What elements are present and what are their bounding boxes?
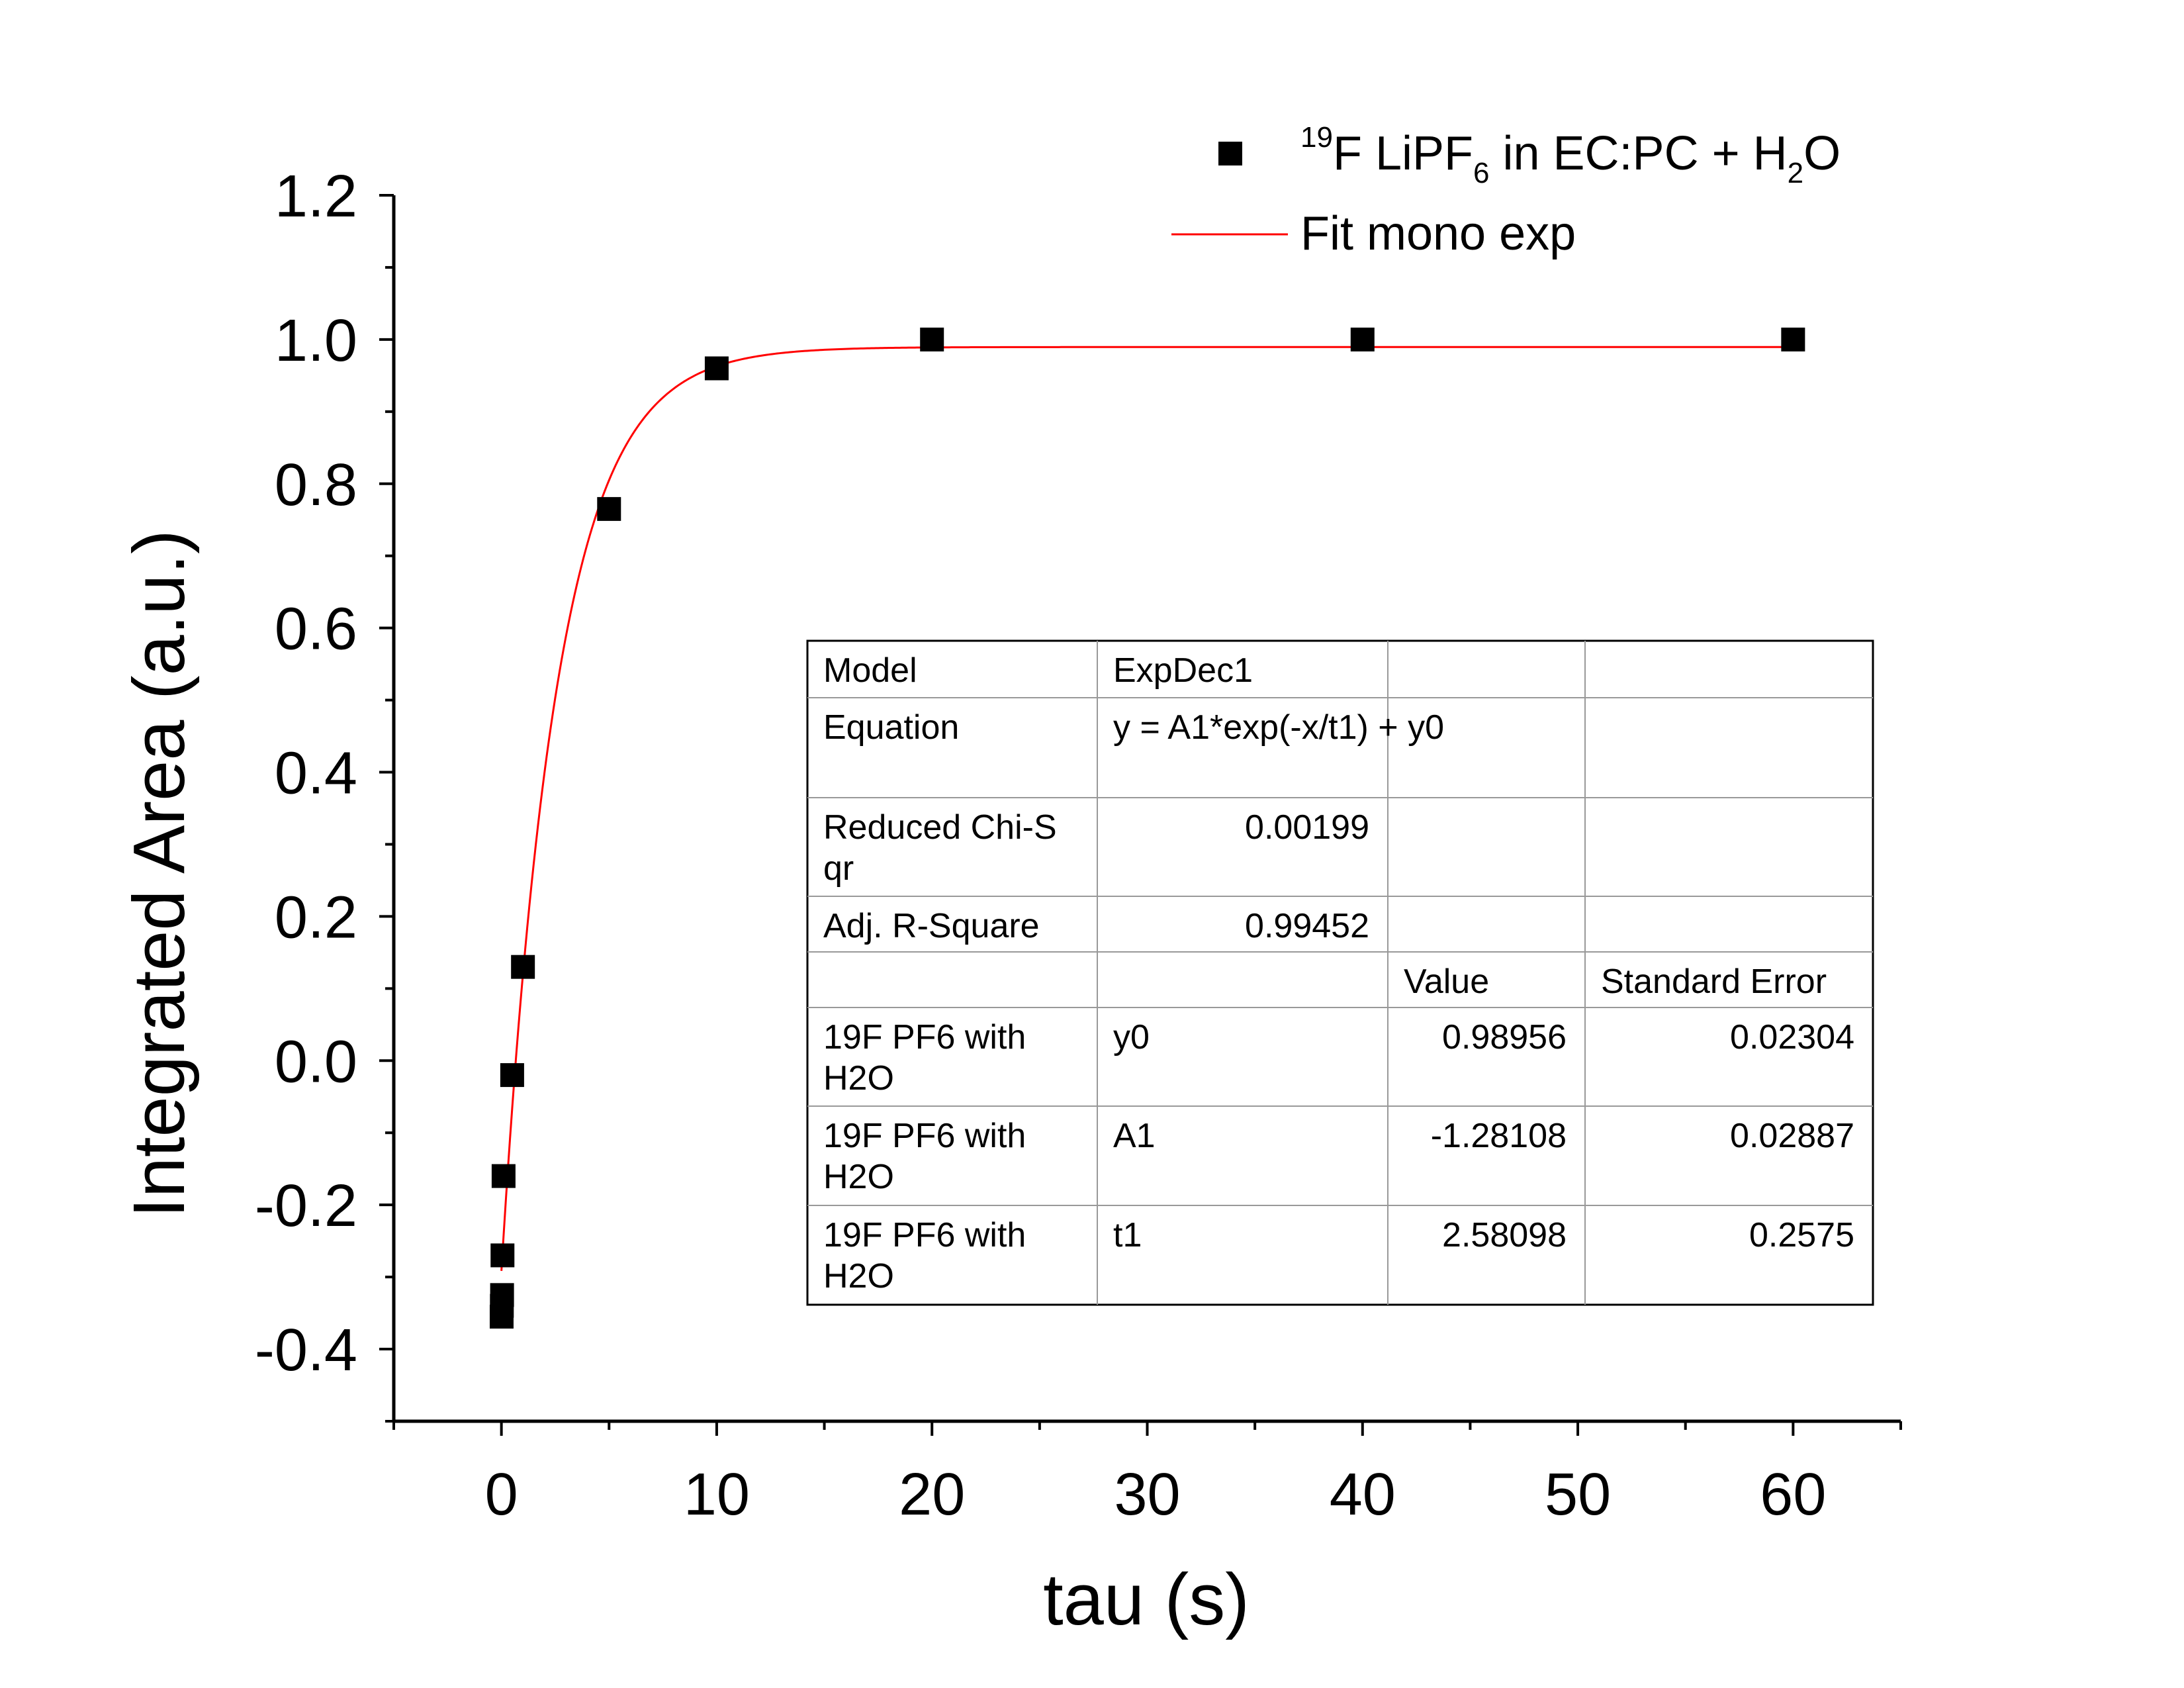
x-tick-label: 50 [1545,1462,1611,1528]
table-cell-label: Model [823,651,917,690]
table-cell-value: ExpDec1 [1113,651,1253,690]
data-point [500,1063,524,1088]
x-tick-label: 40 [1330,1462,1396,1528]
data-point [1350,327,1375,352]
table-cell-std-error: 0.02304 [1730,1018,1854,1056]
table-cell-std-error: 0.02887 [1730,1117,1854,1155]
table-cell-value: y = A1*exp(-x/t1) + y0 [1113,708,1444,747]
table-cell-label: Adj. R-Square [823,907,1040,945]
axes: 0 10 20 30 40 50 60 -0.4 -0.2 0.0 0.2 0.4 0.6 0.8 1.0 1… [255,164,1902,1528]
legend: 19F LiPF6 in EC:PC + H2O Fit mono exp [1171,121,1841,260]
x-tick-label: 10 [684,1462,750,1528]
x-tick-label: 60 [1760,1462,1826,1528]
table-cell-value: 0.99452 [1245,907,1369,945]
table-cell-param-value: Value [1404,962,1489,1001]
y-tick-label: 0.6 [275,596,357,663]
y-tick-label: 0.4 [275,741,357,807]
legend-superscript: 19 [1300,121,1333,154]
data-point [511,955,535,979]
y-tick-label: 0.0 [275,1029,357,1095]
y-tick-label: 0.8 [275,452,357,518]
y-axis-label: Integrated Area (a.u.) [118,530,200,1218]
table-cell-label: 19F PF6 with H2O [823,1018,1036,1098]
table-cell-param-value: 2.58098 [1442,1216,1567,1254]
legend-label-data-series: 19F LiPF6 in EC:PC + H2O [1300,121,1841,189]
y-tick-label: -0.4 [255,1317,357,1383]
data-point [704,356,729,381]
x-tick-label: 30 [1114,1462,1180,1528]
table-cell-value: 0.00199 [1245,808,1369,847]
table-cell-label: Equation [823,708,959,747]
legend-marker-square [1218,142,1242,165]
table-cell-label: 19F PF6 with H2O [823,1216,1036,1295]
table-cell-value: A1 [1113,1117,1156,1155]
y-tick-label: 1.0 [275,308,357,374]
data-point [491,1164,516,1188]
table-cell-value: t1 [1113,1216,1142,1254]
data-point [1781,327,1805,352]
x-tick-label: 0 [485,1462,518,1528]
table-cell-param-value: 0.98956 [1442,1018,1567,1056]
table-cell-param-value: -1.28108 [1431,1117,1567,1155]
table-cell-label: Reduced Chi-S qr [823,808,1057,888]
y-tick-label: -0.2 [255,1173,357,1239]
table-cell-value: y0 [1113,1018,1150,1056]
data-point [490,1243,515,1268]
table-cell-std-error: 0.2575 [1749,1216,1854,1254]
table-border [806,639,1874,1306]
data-points [489,327,1805,1329]
data-point [490,1283,514,1307]
table-cell-label: 19F PF6 with H2O [823,1117,1036,1196]
table-cell-std-error: Standard Error [1601,962,1827,1001]
data-point [597,496,621,521]
x-tick-label: 20 [899,1462,965,1528]
fit-results-table: Model ExpDec1 Equation y = A1*exp(-x/t1) + … [806,639,1874,1306]
y-tick-label: 0.2 [275,884,357,951]
legend-label-fit: Fit mono exp [1300,207,1576,260]
data-point [920,327,944,352]
y-tick-label: 1.2 [275,164,357,230]
x-axis-label: tau (s) [1043,1559,1250,1640]
